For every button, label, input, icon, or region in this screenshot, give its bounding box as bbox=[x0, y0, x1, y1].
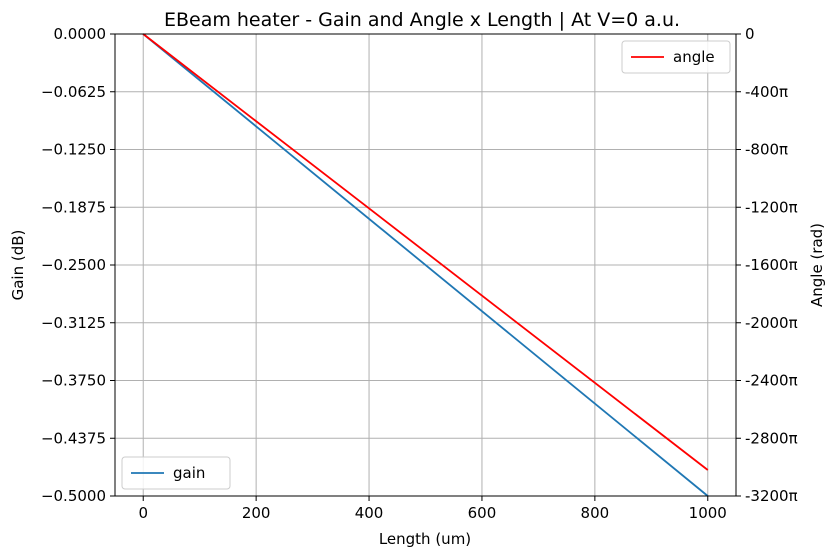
left-y-tick-label: −0.1875 bbox=[41, 198, 106, 216]
legend-label: gain bbox=[173, 464, 205, 482]
x-axis: 0 200 400 600 800 1000 bbox=[138, 496, 727, 522]
right-y-tick-label: 0 bbox=[745, 25, 755, 43]
left-y-tick-label: −0.3125 bbox=[41, 314, 106, 332]
left-y-axis: 0.0000 −0.0625 −0.1250 −0.1875 −0.2500 −0.312… bbox=[41, 25, 115, 505]
series-layer bbox=[142, 33, 709, 497]
left-y-tick-label: −0.2500 bbox=[41, 256, 106, 274]
legend-layer: angle gain bbox=[121, 40, 731, 490]
x-tick-label: 600 bbox=[468, 504, 497, 522]
x-axis-label: Length (um) bbox=[379, 530, 471, 548]
series-line-gain bbox=[142, 33, 709, 497]
legend-label: angle bbox=[673, 48, 715, 66]
right-y-tick-label: -800π bbox=[745, 141, 788, 159]
x-tick-label: 400 bbox=[355, 504, 384, 522]
right-y-axis-label: Angle (rad) bbox=[808, 223, 826, 307]
right-y-tick-label: -2000π bbox=[745, 314, 798, 332]
left-y-axis-label: Gain (dB) bbox=[9, 230, 27, 301]
right-y-tick-label: -2400π bbox=[745, 372, 798, 390]
chart-title: EBeam heater - Gain and Angle x Length |… bbox=[164, 9, 680, 31]
legend-gain: gain bbox=[121, 456, 231, 490]
legend-angle: angle bbox=[621, 40, 731, 74]
legend-box bbox=[121, 456, 231, 490]
x-tick-label: 1000 bbox=[689, 504, 727, 522]
left-y-tick-label: −0.5000 bbox=[41, 487, 106, 505]
right-y-tick-label: -400π bbox=[745, 83, 788, 101]
right-y-tick-label: -2800π bbox=[745, 429, 798, 447]
right-y-axis: 0 -400π -800π -1200π -1600π -2000π -2400π -2800… bbox=[736, 25, 798, 505]
left-y-tick-label: −0.3750 bbox=[41, 372, 106, 390]
left-y-tick-label: −0.1250 bbox=[41, 141, 106, 159]
right-y-tick-label: -1600π bbox=[745, 256, 798, 274]
x-tick-label: 800 bbox=[581, 504, 610, 522]
left-y-tick-label: 0.0000 bbox=[54, 25, 107, 43]
x-tick-label: 200 bbox=[242, 504, 271, 522]
series-line-angle bbox=[142, 33, 709, 471]
left-y-tick-label: −0.4375 bbox=[41, 429, 106, 447]
left-y-tick-label: −0.0625 bbox=[41, 83, 106, 101]
right-y-tick-label: -1200π bbox=[745, 198, 798, 216]
x-tick-label: 0 bbox=[138, 504, 148, 522]
right-y-tick-label: -3200π bbox=[745, 487, 798, 505]
legend-box bbox=[621, 40, 731, 74]
